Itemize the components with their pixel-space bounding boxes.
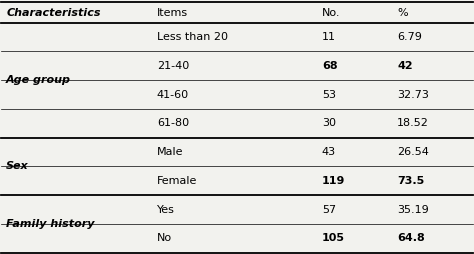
Text: 32.73: 32.73 xyxy=(397,90,429,100)
Text: Characteristics: Characteristics xyxy=(6,8,100,18)
Text: 64.8: 64.8 xyxy=(397,233,425,243)
Text: 41-60: 41-60 xyxy=(157,90,189,100)
Text: Items: Items xyxy=(157,8,188,18)
Text: 6.79: 6.79 xyxy=(397,32,422,42)
Text: Female: Female xyxy=(157,176,197,186)
Text: 42: 42 xyxy=(397,61,413,71)
Text: 119: 119 xyxy=(322,176,345,186)
Text: 11: 11 xyxy=(322,32,336,42)
Text: 43: 43 xyxy=(322,147,336,157)
Text: 30: 30 xyxy=(322,118,336,128)
Text: 21-40: 21-40 xyxy=(157,61,189,71)
Text: 53: 53 xyxy=(322,90,336,100)
Text: Sex: Sex xyxy=(6,161,29,171)
Text: No: No xyxy=(157,233,172,243)
Text: 18.52: 18.52 xyxy=(397,118,429,128)
Text: Family history: Family history xyxy=(6,219,95,229)
Text: %: % xyxy=(397,8,408,18)
Text: Age group: Age group xyxy=(6,75,71,85)
Text: Yes: Yes xyxy=(157,204,175,215)
Text: No.: No. xyxy=(322,8,340,18)
Text: 57: 57 xyxy=(322,204,336,215)
Text: 26.54: 26.54 xyxy=(397,147,429,157)
Text: 68: 68 xyxy=(322,61,337,71)
Text: 61-80: 61-80 xyxy=(157,118,189,128)
Text: 35.19: 35.19 xyxy=(397,204,429,215)
Text: 73.5: 73.5 xyxy=(397,176,424,186)
Text: Male: Male xyxy=(157,147,183,157)
Text: 105: 105 xyxy=(322,233,345,243)
Text: Less than 20: Less than 20 xyxy=(157,32,228,42)
